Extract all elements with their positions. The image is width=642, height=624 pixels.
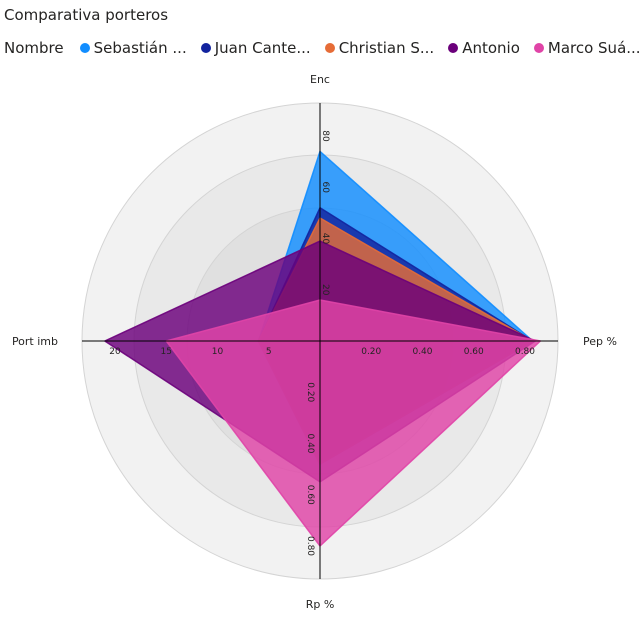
legend-item[interactable]: Juan Cante... — [200, 39, 311, 57]
axis-name-label: Port imb — [12, 335, 58, 348]
tick-label: 0.80 — [515, 347, 535, 357]
tick-label: 10 — [212, 347, 224, 357]
tick-label: 20 — [109, 347, 121, 357]
legend-item-label: Sebastián ... — [93, 39, 187, 57]
legend-swatch — [448, 43, 459, 53]
axis-name-label: Rp % — [306, 598, 335, 611]
legend-swatch — [533, 43, 544, 53]
tick-label: 0.60 — [464, 347, 484, 357]
axis-name-label: Enc — [310, 73, 330, 86]
legend-item[interactable]: Christian S... — [324, 39, 435, 57]
tick-label: 0.60 — [305, 485, 315, 505]
tick-label: 0.20 — [305, 382, 315, 402]
tick-label: 5 — [266, 347, 272, 357]
tick-label: 60 — [320, 182, 330, 194]
axis-name-label: Pep % — [583, 335, 617, 348]
tick-label: 0.40 — [305, 433, 315, 453]
legend-swatch — [200, 43, 211, 53]
tick-label: 0.40 — [412, 347, 432, 357]
legend-item[interactable]: Antonio — [448, 39, 520, 57]
tick-label: 15 — [161, 347, 172, 357]
tick-label: 20 — [320, 284, 330, 296]
legend-swatch — [324, 43, 335, 53]
tick-label: 80 — [320, 130, 330, 142]
legend-swatch — [79, 43, 90, 53]
tick-label: 40 — [320, 233, 330, 245]
legend-item-label: Marco Suá... — [547, 39, 641, 57]
legend-item-label: Christian S... — [338, 39, 435, 57]
legend-item-label: Antonio — [462, 39, 520, 57]
legend-title: Nombre — [4, 39, 64, 57]
tick-label: 0.20 — [361, 347, 381, 357]
legend-item[interactable]: Marco Suá... — [533, 39, 641, 57]
legend: Nombre Sebastián ... Juan Cante... Christi… — [4, 37, 642, 59]
chart-title: Comparativa porteros — [4, 6, 169, 24]
tick-label: 0.80 — [305, 536, 315, 556]
legend-item-label: Juan Cante... — [214, 39, 311, 57]
legend-item[interactable]: Sebastián ... — [79, 39, 187, 57]
